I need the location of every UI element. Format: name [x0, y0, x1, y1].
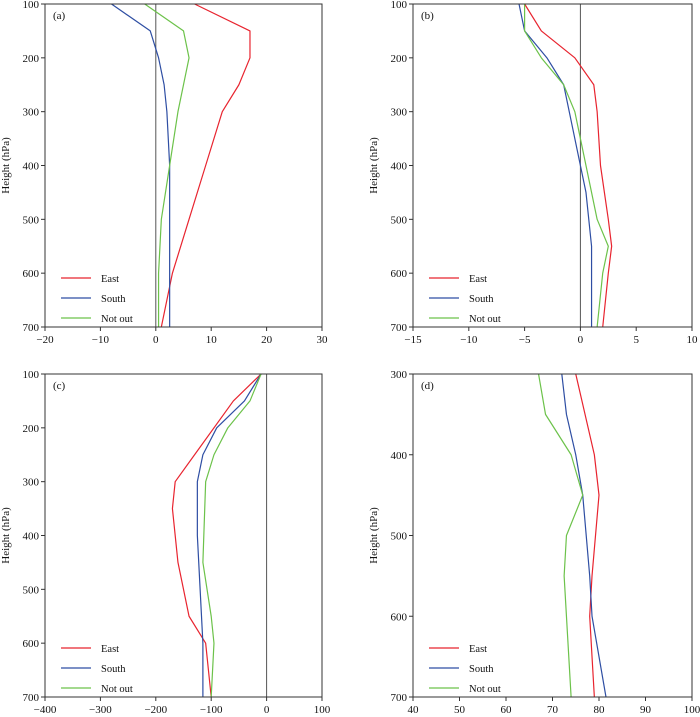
panel-c-legend-label-not-out: Not out	[101, 684, 133, 695]
panel-d-x-tick-label: 80	[594, 704, 606, 716]
panel-a-y-tick-label: 400	[23, 161, 40, 173]
panel-c-y-tick-label: 600	[23, 638, 40, 650]
panel-b-y-tick-label: 600	[391, 268, 408, 280]
panel-b-x-tick-label: 5	[633, 334, 639, 346]
panel-b-legend-label-not-out: Not out	[469, 314, 501, 325]
panel-a-x-tick-label: −20	[36, 334, 54, 346]
panel-a-y-tick-label: 500	[23, 214, 40, 226]
panel-d-x-tick-label: 50	[454, 704, 466, 716]
panel-b-series-south	[518, 3, 593, 327]
panel-c-y-tick-label: 100	[23, 369, 40, 381]
panel-b-y-tick-label: 300	[391, 107, 408, 119]
panel-b-y-tick-label: 500	[391, 214, 408, 226]
panel-b-label: (b)	[421, 10, 434, 22]
panel-c-x-tick-label: −100	[200, 704, 223, 716]
panel-d-series-south	[561, 373, 607, 698]
panel-b-series-east	[524, 3, 613, 328]
panel-b-legend-label-south: South	[469, 294, 494, 305]
panel-b-x-tick-label: 0	[578, 334, 584, 346]
panel-a-y-tick-label: 200	[23, 53, 40, 65]
panel-c-y-axis-title: Height (hPa)	[0, 507, 12, 564]
panel-b-y-tick-label: 100	[391, 0, 408, 11]
panel-c: −400 −300 −200 −100 0 100 100 200 300 400 500 600 70…	[0, 369, 331, 716]
panel-d-x-tick-label: 70	[547, 704, 559, 716]
panel-d-label: (d)	[421, 380, 434, 392]
panel-a-series-east	[160, 3, 251, 328]
panel-a-series-not-out	[144, 3, 190, 327]
panel-a-legend-label-not-out: Not out	[101, 314, 133, 325]
panel-d-legend: East South Not out	[429, 644, 501, 695]
panel-d-x-tick-label: 40	[408, 704, 420, 716]
panel-b-legend: East South Not out	[429, 274, 501, 325]
panel-b-y-axis-title: Height (hPa)	[368, 137, 380, 194]
panel-c-y-tick-label: 700	[23, 692, 40, 704]
panel-a-legend: East South Not out	[61, 274, 133, 325]
panel-c-y-tick-label: 300	[23, 477, 40, 489]
panel-d-legend-label-south: South	[469, 664, 494, 675]
panel-c-y-tick-label: 400	[23, 531, 40, 543]
panel-a-y-tick-label: 700	[23, 322, 40, 334]
panel-b-y-tick-label: 700	[391, 322, 408, 334]
panel-a-y-tick-label: 600	[23, 268, 40, 280]
panel-d-x-tick-label: 100	[684, 704, 700, 716]
panel-c-series-east	[171, 373, 262, 698]
panel-c-x-tick-label: 0	[264, 704, 270, 716]
panel-a-legend-label-south: South	[101, 294, 126, 305]
panel-a-x-tick-label: 30	[317, 334, 329, 346]
panel-d-y-tick-label: 400	[391, 450, 408, 462]
panel-b-legend-label-east: East	[469, 274, 487, 285]
panel-c-x-tick-label: −400	[34, 704, 57, 716]
panel-d-legend-label-not-out: Not out	[469, 684, 501, 695]
panel-a-y-tick-label: 300	[23, 107, 40, 119]
panel-a-x-tick-label: 0	[153, 334, 159, 346]
panel-c-x-tick-label: −200	[144, 704, 167, 716]
panel-a-series-south	[111, 3, 171, 327]
panel-d-x-tick-label: 90	[640, 704, 652, 716]
panel-c-y-tick-label: 200	[23, 423, 40, 435]
panel-a-y-tick-label: 100	[23, 0, 40, 11]
panel-c-label: (c)	[53, 380, 66, 392]
panel-c-series-not-out	[202, 373, 262, 698]
panel-c-legend-label-south: South	[101, 664, 126, 675]
panel-c-x-tick-label: −300	[89, 704, 112, 716]
panel-b: −15 −10 −5 0 5 10 100 200 300 400 500 600 700 Height …	[368, 0, 698, 346]
panel-c-legend-label-east: East	[101, 644, 119, 655]
panel-b-y-tick-label: 400	[391, 161, 408, 173]
panel-b-series-not-out	[523, 4, 609, 328]
panel-d: 40 50 60 70 80 90 100 300 400 500 600 700 Height (hP…	[368, 369, 700, 716]
panel-b-x-tick-label: −15	[404, 334, 422, 346]
panel-a-label: (a)	[53, 10, 66, 22]
panel-a-y-axis-title: Height (hPa)	[0, 137, 12, 194]
panel-c-x-tick-label: 100	[314, 704, 331, 716]
panel-c-y-tick-label: 500	[23, 584, 40, 596]
panel-a-x-tick-label: 20	[261, 334, 273, 346]
panel-a-legend-label-east: East	[101, 274, 119, 285]
panel-d-x-tick-label: 60	[501, 704, 513, 716]
panel-d-y-tick-label: 500	[391, 531, 408, 543]
panel-b-x-tick-label: −5	[519, 334, 531, 346]
panel-a-x-tick-label: −10	[92, 334, 110, 346]
panel-d-y-axis-title: Height (hPa)	[368, 507, 380, 564]
panel-d-legend-label-east: East	[469, 644, 487, 655]
panel-d-series-east	[575, 373, 600, 698]
panel-a: −20 −10 0 10 20 30 100 200 300 400 500 600 700 Height…	[0, 0, 328, 346]
panel-d-series-not-out	[537, 373, 584, 698]
panel-c-series-south	[196, 373, 262, 697]
panel-d-y-tick-label: 700	[391, 692, 408, 704]
panel-b-x-tick-label: 10	[687, 334, 699, 346]
panel-d-y-tick-label: 300	[391, 369, 408, 381]
panel-a-x-tick-label: 10	[206, 334, 218, 346]
panel-b-y-tick-label: 200	[391, 53, 408, 65]
panel-b-x-tick-label: −10	[460, 334, 478, 346]
panel-d-y-tick-label: 600	[391, 611, 408, 623]
panel-c-legend: East South Not out	[61, 644, 133, 695]
